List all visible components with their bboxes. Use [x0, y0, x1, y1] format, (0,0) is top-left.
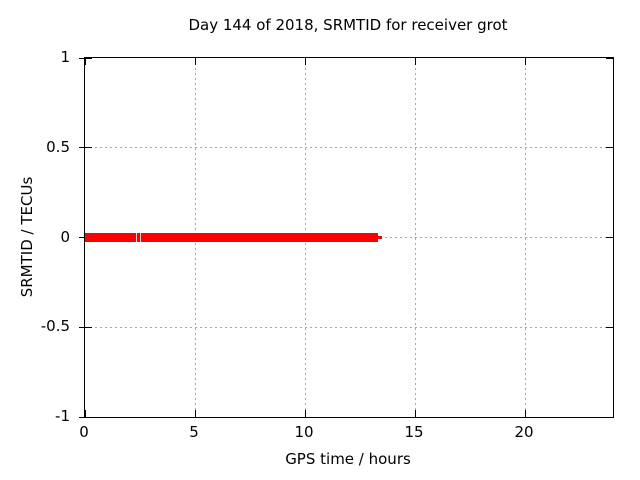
x-tick-mark-bottom — [414, 410, 416, 417]
x-tick-mark-top — [194, 58, 196, 65]
series-segment — [85, 233, 378, 242]
y-tick-label: -0.5 — [40, 317, 70, 336]
x-tick-label: 0 — [79, 423, 89, 441]
x-tick-mark-top — [84, 58, 86, 65]
y-tick-mark-right — [606, 237, 613, 238]
y-tick-mark-right — [606, 416, 613, 418]
y-tick-label: 1 — [60, 48, 70, 66]
series-dropout-mark — [136, 233, 138, 242]
series-thin-tail — [377, 236, 382, 239]
y-tick-mark-right — [606, 147, 613, 149]
y-tick-mark-left — [79, 416, 92, 418]
x-tick-mark-bottom — [194, 410, 196, 417]
x-tick-mark-top — [414, 58, 416, 65]
x-tick-mark-top — [524, 58, 526, 65]
x-axis-label: GPS time / hours — [285, 450, 411, 468]
grid-line-horizontal — [85, 147, 613, 149]
y-tick-mark-left — [79, 57, 92, 59]
x-tick-label: 5 — [189, 423, 199, 441]
x-tick-mark-top — [304, 58, 306, 65]
y-tick-label: 0.5 — [46, 137, 70, 156]
y-tick-mark-right — [606, 57, 613, 59]
grid-line-horizontal — [85, 326, 613, 328]
x-tick-mark-bottom — [524, 410, 526, 417]
series-dropout-mark — [139, 233, 141, 242]
y-tick-label: -1 — [55, 407, 70, 425]
x-tick-mark-bottom — [84, 410, 86, 417]
y-tick-label: 0 — [60, 227, 70, 246]
y-tick-mark-left — [79, 326, 92, 328]
x-tick-label: 20 — [514, 423, 534, 441]
chart-title: Day 144 of 2018, SRMTID for receiver gro… — [188, 16, 508, 34]
x-tick-mark-bottom — [304, 410, 306, 417]
x-tick-label: 15 — [404, 423, 424, 441]
y-tick-mark-right — [606, 326, 613, 328]
plot-area — [79, 57, 614, 418]
x-tick-label: 10 — [294, 423, 314, 441]
y-tick-mark-left — [79, 147, 92, 149]
